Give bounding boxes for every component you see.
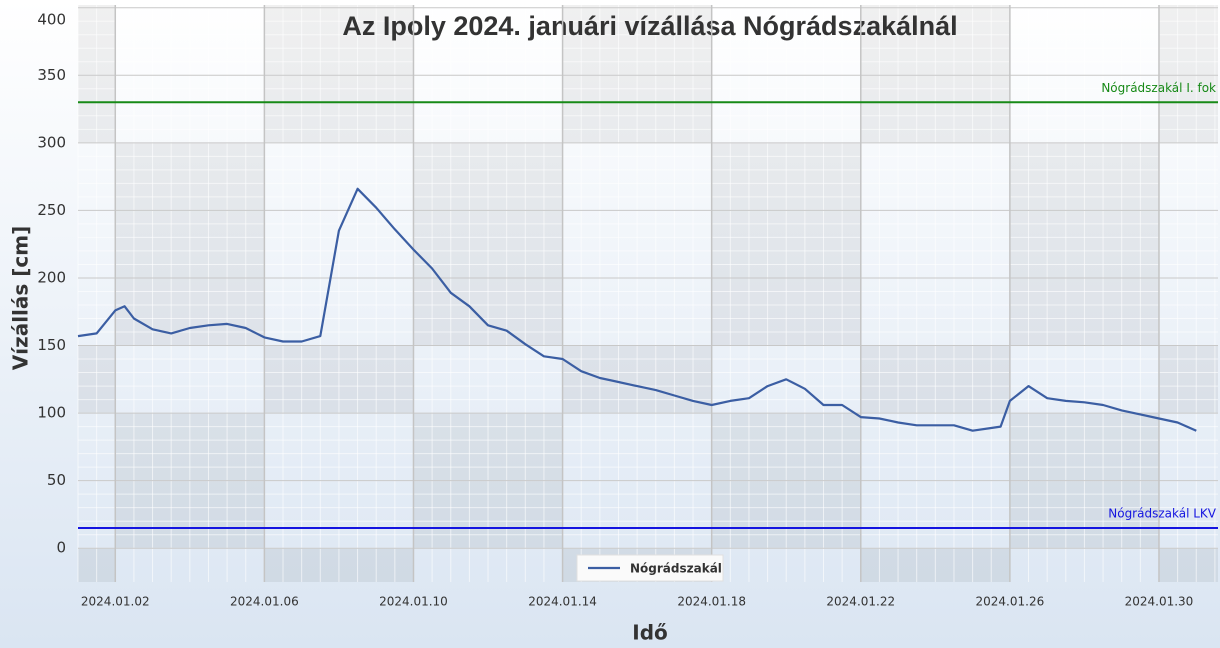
x-tick-label: 2024.01.02 bbox=[81, 595, 150, 609]
reference-label: Nógrádszakál LKV bbox=[1108, 506, 1217, 520]
legend-label: Nógrádszakál bbox=[630, 562, 722, 576]
y-tick-label: 400 bbox=[37, 11, 66, 29]
band bbox=[1158, 345, 1218, 414]
y-tick-label: 100 bbox=[37, 404, 66, 422]
x-tick-label: 2024.01.18 bbox=[677, 595, 746, 609]
series-line bbox=[77, 187, 1197, 432]
y-tick-label: 300 bbox=[37, 133, 66, 151]
x-tick-label: 2024.01.26 bbox=[976, 595, 1045, 609]
band bbox=[1158, 5, 1218, 143]
chart-title: Az Ipoly 2024. januári vízállása Nógráds… bbox=[342, 11, 957, 41]
y-tick-label: 350 bbox=[37, 66, 66, 84]
y-tick-label: 150 bbox=[37, 336, 66, 354]
legend: Nógrádszakál bbox=[576, 554, 724, 582]
x-tick-label: 2024.01.30 bbox=[1125, 595, 1194, 609]
x-tick-label: 2024.01.10 bbox=[379, 595, 448, 609]
y-axis-label: Vízállás [cm] bbox=[9, 226, 33, 371]
y-tick-label: 0 bbox=[56, 539, 66, 557]
y-tick-label: 50 bbox=[47, 471, 66, 489]
y-tick-label: 200 bbox=[37, 268, 66, 286]
reference-label: Nógrádszakál I. fok bbox=[1101, 81, 1216, 95]
y-tick-label: 250 bbox=[37, 201, 66, 219]
x-axis-label: Idő bbox=[632, 621, 668, 645]
x-tick-label: 2024.01.22 bbox=[826, 595, 895, 609]
x-tick-label: 2024.01.14 bbox=[528, 595, 597, 609]
band bbox=[1158, 548, 1218, 582]
x-tick-label: 2024.01.06 bbox=[230, 595, 299, 609]
